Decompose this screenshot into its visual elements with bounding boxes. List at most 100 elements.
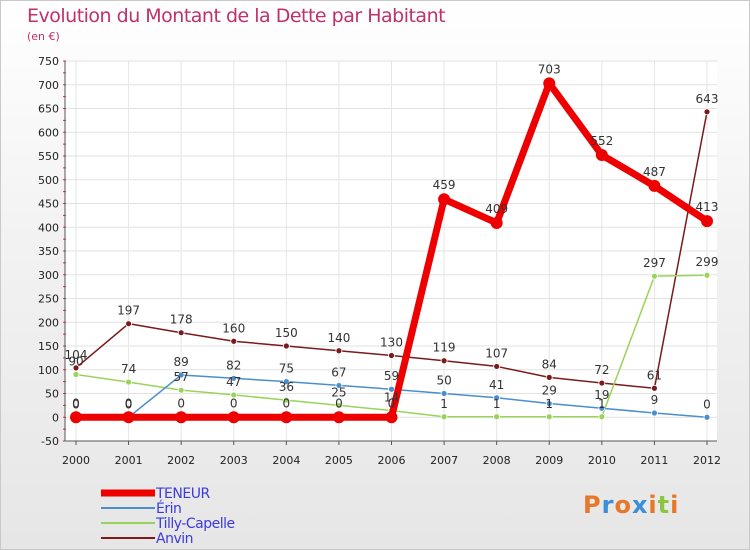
y-tick-label: 600 — [38, 126, 59, 139]
data-point-tilly-capelle — [651, 272, 658, 280]
chart-subtitle: (en €) — [27, 30, 60, 43]
logo-letter: i — [670, 491, 680, 519]
y-tick-label: 350 — [38, 245, 59, 258]
data-label-tilly-capelle: 1 — [493, 397, 501, 411]
data-point-teneur — [122, 411, 135, 424]
data-label-teneur: 0 — [388, 396, 396, 410]
data-point--rin — [177, 371, 185, 379]
data-label-anvin: 107 — [485, 346, 508, 360]
logo-letter: r — [601, 491, 615, 519]
data-label-anvin: 104 — [65, 348, 88, 362]
x-tick-label: 2011 — [640, 454, 668, 467]
x-tick-label: 2009 — [535, 454, 563, 467]
data-point-tilly-capelle — [125, 378, 132, 386]
data-label-tilly-capelle: 25 — [331, 385, 346, 399]
data-point-anvin — [230, 337, 238, 345]
data-point-teneur — [595, 149, 608, 162]
data-point--rin — [282, 378, 290, 386]
data-label--rin: 0 — [72, 397, 80, 411]
y-tick-label: 150 — [38, 340, 59, 353]
data-label-tilly-capelle: 57 — [174, 370, 189, 384]
legend-label: Anvin — [156, 531, 193, 547]
data-point-anvin — [703, 108, 711, 116]
data-label-tilly-capelle: 297 — [643, 256, 666, 270]
data-point-teneur — [490, 216, 503, 229]
data-point-tilly-capelle — [545, 413, 553, 421]
data-point--rin — [598, 404, 606, 412]
data-point-tilly-capelle — [230, 391, 238, 399]
legend-label: Tilly-Capelle — [155, 516, 235, 532]
data-label-tilly-capelle: 90 — [68, 355, 83, 369]
data-label--rin: 0 — [703, 397, 711, 411]
data-label--rin: 29 — [542, 383, 557, 397]
data-point-anvin — [545, 373, 553, 381]
data-point-teneur — [280, 411, 293, 424]
proxiti-logo: Proxiti — [583, 491, 679, 519]
logo-letter: i — [648, 491, 658, 519]
data-point--rin — [335, 382, 343, 389]
x-tick-label: 2001 — [115, 454, 143, 467]
data-label-tilly-capelle: 36 — [279, 380, 294, 394]
data-label-anvin: 150 — [275, 326, 298, 340]
y-tick-label: 0 — [52, 411, 59, 424]
y-tick-label: 500 — [38, 174, 59, 187]
data-label--rin: 41 — [489, 378, 504, 392]
data-point-teneur — [227, 411, 240, 424]
data-label--rin: 19 — [594, 388, 609, 402]
data-label--rin: 9 — [651, 393, 659, 407]
y-tick-label: 400 — [38, 221, 59, 234]
x-tick-label: 2004 — [272, 454, 300, 467]
data-point--rin — [388, 385, 395, 393]
data-point-teneur — [385, 411, 398, 424]
data-label-tilly-capelle: 1 — [440, 397, 448, 411]
data-point-teneur — [438, 193, 451, 206]
x-tick-label: 2003 — [220, 454, 248, 467]
data-point-tilly-capelle — [440, 413, 448, 421]
data-label-tilly-capelle: 47 — [226, 375, 241, 389]
logo-letter: x — [631, 491, 649, 519]
data-label-anvin: 197 — [117, 304, 140, 318]
data-label-tilly-capelle: 299 — [696, 255, 719, 269]
data-point-anvin — [72, 364, 80, 372]
data-point--rin — [703, 413, 711, 421]
data-point-tilly-capelle — [493, 413, 501, 421]
y-tick-label: 550 — [38, 150, 59, 163]
data-label-anvin: 61 — [647, 368, 662, 382]
data-label--rin: 89 — [174, 355, 189, 369]
data-label-teneur: 703 — [538, 62, 561, 76]
data-point--rin — [651, 409, 658, 417]
data-label-teneur: 409 — [485, 202, 508, 216]
data-point--rin — [230, 374, 238, 382]
data-label-teneur: 0 — [335, 396, 343, 410]
data-point-teneur — [175, 411, 188, 424]
y-tick-label: 200 — [38, 316, 59, 329]
data-label-teneur: 413 — [696, 200, 719, 214]
y-tick-label: 50 — [45, 388, 59, 401]
data-point-tilly-capelle — [335, 401, 343, 409]
data-label-anvin: 84 — [542, 357, 557, 371]
data-label-teneur: 0 — [283, 396, 291, 410]
data-label-tilly-capelle: 74 — [121, 362, 136, 376]
series-teneur — [70, 77, 713, 424]
x-tick-label: 2000 — [62, 454, 90, 467]
data-label--rin: 75 — [279, 362, 294, 376]
data-point-anvin — [598, 379, 606, 387]
data-label--rin: 67 — [331, 365, 346, 379]
x-tick-label: 2005 — [325, 454, 353, 467]
data-label-teneur: 487 — [643, 165, 666, 179]
data-point--rin — [493, 394, 501, 402]
logo-letter: o — [614, 491, 632, 519]
data-label-anvin: 160 — [222, 321, 245, 335]
data-point-anvin — [282, 342, 290, 350]
data-point-teneur — [648, 179, 661, 192]
data-point-anvin — [125, 320, 132, 328]
data-label-anvin: 140 — [327, 331, 350, 345]
x-tick-label: 2006 — [378, 454, 406, 467]
data-label-anvin: 643 — [696, 92, 719, 106]
x-tick-label: 2002 — [167, 454, 195, 467]
y-tick-label: 300 — [38, 269, 59, 282]
legend-label: Érin — [156, 500, 181, 517]
y-tick-label: 450 — [38, 198, 59, 211]
